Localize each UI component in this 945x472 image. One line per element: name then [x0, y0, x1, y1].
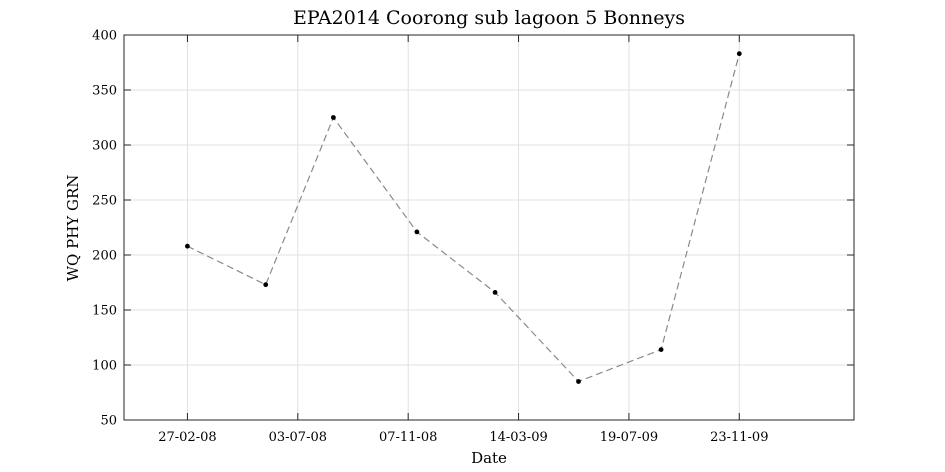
x-tick-label: 27-02-08 — [158, 430, 216, 445]
data-points — [185, 51, 742, 384]
axis-ticks — [124, 34, 854, 421]
x-axis-label: Date — [471, 449, 507, 467]
data-point — [263, 282, 269, 288]
data-point — [185, 243, 190, 249]
y-tick-label: 100 — [92, 359, 117, 374]
x-tick-label: 14-03-09 — [489, 430, 547, 445]
y-tick-label: 150 — [92, 304, 117, 319]
x-tick-label: 19-07-09 — [600, 430, 658, 445]
series-line — [187, 53, 740, 383]
y-tick-label: 400 — [92, 29, 117, 44]
y-tick-label: 250 — [92, 194, 117, 209]
x-tick-label: 03-07-08 — [269, 430, 327, 445]
y-tick-labels: 50 100 150 200 250 300 350 400 — [92, 29, 117, 429]
data-point — [658, 347, 664, 352]
data-point — [331, 115, 336, 120]
y-axis-label: WQ PHY GRN — [64, 175, 82, 282]
data-point — [414, 229, 420, 235]
y-tick-label: 350 — [92, 84, 117, 99]
y-tick-label: 300 — [92, 139, 117, 154]
grid — [124, 34, 854, 421]
data-point — [576, 379, 581, 384]
x-tick-label: 23-11-09 — [710, 430, 768, 445]
y-tick-label: 200 — [92, 249, 117, 264]
x-tick-labels: 27-02-08 03-07-08 07-11-08 14-03-09 19-07-09… — [158, 430, 768, 445]
y-tick-label: 50 — [100, 414, 117, 429]
plot-frame — [123, 34, 855, 421]
x-tick-label: 07-11-08 — [379, 430, 437, 445]
data-point — [736, 51, 742, 57]
chart-title: EPA2014 Coorong sub lagoon 5 Bonneys — [293, 7, 685, 29]
data-point — [492, 290, 498, 295]
